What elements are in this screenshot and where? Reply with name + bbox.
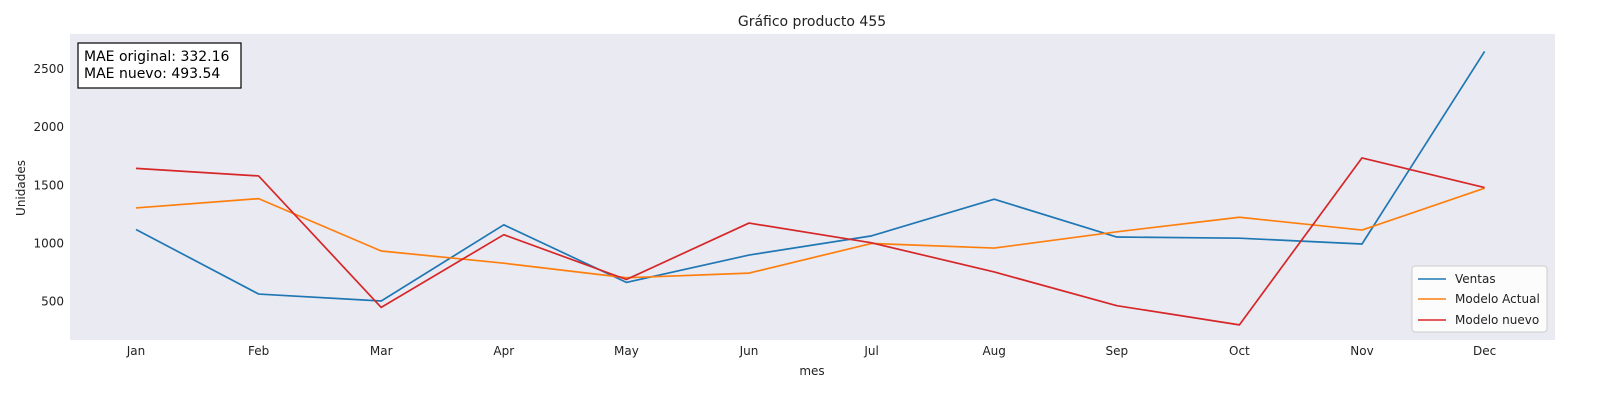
chart-title: Gráfico producto 455 [738, 14, 886, 30]
x-tick-label-jan: Jan [126, 344, 146, 358]
legend-label-modelo-actual: Modelo Actual [1455, 292, 1540, 306]
series-line-modelo-actual [135, 187, 1485, 279]
y-axis-label: Unidades [14, 160, 28, 216]
legend: Ventas Modelo Actual Modelo nuevo [1411, 265, 1548, 333]
x-tick-label-jun: Jun [739, 344, 759, 358]
series-line-ventas [135, 50, 1486, 302]
series-line-modelo-nuevo [135, 157, 1485, 326]
x-tick-label-nov: Nov [1350, 344, 1373, 358]
x-tick-label-sep: Sep [1105, 344, 1128, 358]
x-tick-label-dec: Dec [1473, 344, 1496, 358]
annotation-mae-nuevo: MAE nuevo: 493.54 [84, 66, 220, 82]
plot-area [70, 34, 1555, 340]
x-tick-label-may: May [614, 344, 639, 358]
legend-label-modelo-nuevo: Modelo nuevo [1455, 313, 1539, 327]
x-tick-label-apr: Apr [493, 344, 514, 358]
legend-label-ventas: Ventas [1455, 272, 1496, 286]
x-axis-label: mes [799, 364, 824, 378]
x-tick-label-feb: Feb [248, 344, 269, 358]
y-tick-label-1500: 1500 [33, 178, 64, 192]
y-tick-label-2000: 2000 [33, 120, 64, 134]
x-tick-label-jul: Jul [863, 344, 878, 358]
annotation-mae-original: MAE original: 332.16 [84, 49, 230, 65]
y-tick-label-1000: 1000 [33, 236, 64, 250]
legend-frame [1411, 265, 1548, 333]
x-tick-labels: Jan Feb Mar Apr May Jun Jul Aug Sep Oct Nov Dec [126, 344, 1496, 358]
annotation-frame [77, 42, 242, 89]
x-tick-label-mar: Mar [370, 344, 393, 358]
y-tick-label-2500: 2500 [33, 62, 64, 76]
x-tick-label-aug: Aug [982, 344, 1005, 358]
annotation-box: MAE original: 332.16 MAE nuevo: 493.54 [77, 42, 242, 89]
y-tick-label-500: 500 [41, 295, 64, 309]
y-tick-labels: 500 1000 1500 2000 2500 [33, 62, 64, 309]
x-tick-label-oct: Oct [1229, 344, 1250, 358]
series-lines [135, 50, 1486, 326]
